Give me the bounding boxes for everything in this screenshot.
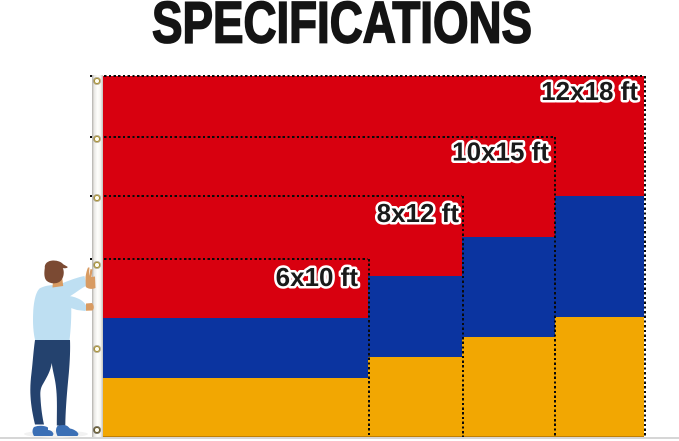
svg-text:12x18 ft: 12x18 ft bbox=[541, 76, 638, 106]
svg-text:6x10 ft: 6x10 ft bbox=[276, 262, 359, 292]
svg-text:10x15 ft: 10x15 ft bbox=[452, 137, 549, 167]
svg-text:8x12 ft: 8x12 ft bbox=[377, 198, 460, 228]
svg-text:SPECIFICATIONS: SPECIFICATIONS bbox=[152, 0, 532, 56]
